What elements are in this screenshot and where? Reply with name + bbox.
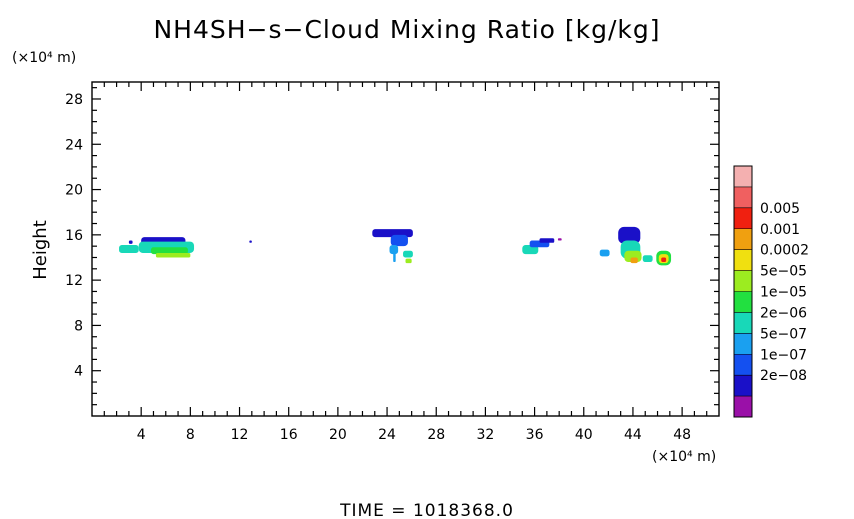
y-tick-label: 24 — [65, 137, 83, 153]
data-cell-22 — [642, 255, 653, 263]
data-cell-9 — [389, 245, 399, 255]
y-tick-label: 8 — [74, 318, 83, 334]
data-cell-21 — [630, 257, 638, 264]
data-cell-0 — [119, 245, 139, 253]
x-tick-label: 8 — [186, 427, 195, 443]
x-unit-label: (×10⁴ m) — [652, 449, 716, 465]
plot-frame — [91, 81, 720, 417]
colorbar-swatch — [734, 207, 752, 229]
colorbar-swatch — [734, 333, 752, 355]
data-cell-1 — [128, 240, 133, 244]
y-tick-label: 12 — [65, 273, 83, 289]
colorbar-label: 2e−06 — [760, 305, 807, 321]
x-tick-label: 16 — [280, 427, 298, 443]
data-cell-18 — [618, 226, 641, 244]
axis-ticks — [92, 82, 719, 416]
data-cell-11 — [403, 250, 413, 258]
colorbar-swatch — [734, 354, 752, 376]
data-cell-10 — [393, 252, 396, 263]
colorbar-label: 0.005 — [760, 201, 800, 217]
colorbar — [733, 165, 753, 418]
data-cell-12 — [405, 258, 412, 264]
x-tick-labels: 4 8 12 16 20 24 28 32 36 40 44 48 — [137, 427, 691, 443]
x-tick-label: 20 — [329, 427, 347, 443]
x-tick-label: 40 — [575, 427, 593, 443]
x-tick-label: 32 — [476, 427, 494, 443]
colorbar-swatch — [734, 396, 752, 417]
colorbar-swatch — [734, 312, 752, 334]
y-axis-label: Height — [30, 220, 51, 280]
y-tick-labels: 4 8 12 16 20 24 28 — [65, 92, 83, 380]
colorbar-swatch — [734, 270, 752, 292]
colorbar-label: 0.001 — [760, 222, 800, 238]
colorbar-swatch — [734, 186, 752, 208]
y-unit-label: (×10⁴ m) — [12, 50, 76, 66]
data-cell-4 — [151, 247, 188, 255]
data-cell-17 — [599, 249, 610, 257]
colorbar-label: 1e−05 — [760, 285, 807, 301]
data-cell-8 — [390, 234, 408, 247]
data-cell-5 — [155, 252, 191, 258]
x-tick-label: 4 — [137, 427, 146, 443]
colorbar-swatch — [734, 228, 752, 250]
data-cell-6 — [249, 240, 252, 243]
colorbar-labels: 0.005 0.001 0.0002 5e−05 1e−05 2e−06 5e−07 1e−0… — [760, 201, 809, 384]
x-tick-label: 48 — [673, 427, 691, 443]
data-cell-16 — [557, 238, 562, 241]
colorbar-label: 2e−08 — [760, 368, 807, 384]
y-tick-label: 20 — [65, 183, 83, 199]
colorbar-swatch — [734, 249, 752, 271]
colorbar-swatch — [734, 166, 752, 187]
colorbar-label: 5e−05 — [760, 264, 807, 280]
x-tick-label: 44 — [624, 427, 642, 443]
y-tick-label: 16 — [65, 228, 83, 244]
colorbar-swatch — [734, 291, 752, 313]
x-tick-label: 36 — [526, 427, 544, 443]
time-label: TIME = 1018368.0 — [339, 501, 514, 519]
y-tick-label: 28 — [65, 92, 83, 108]
chart-title: NH4SH−s−Cloud Mixing Ratio [kg/kg] — [153, 15, 660, 44]
colorbar-label: 1e−07 — [760, 347, 807, 363]
x-tick-label: 12 — [231, 427, 249, 443]
colorbar-swatch — [734, 375, 752, 397]
data-cell-25 — [661, 257, 667, 263]
x-tick-label: 28 — [427, 427, 445, 443]
data-cell-15 — [539, 238, 555, 243]
colorbar-label: 5e−07 — [760, 326, 807, 342]
y-tick-label: 4 — [74, 364, 83, 380]
x-tick-label: 24 — [378, 427, 396, 443]
data-cells — [119, 226, 672, 266]
colorbar-label: 0.0002 — [760, 243, 809, 259]
